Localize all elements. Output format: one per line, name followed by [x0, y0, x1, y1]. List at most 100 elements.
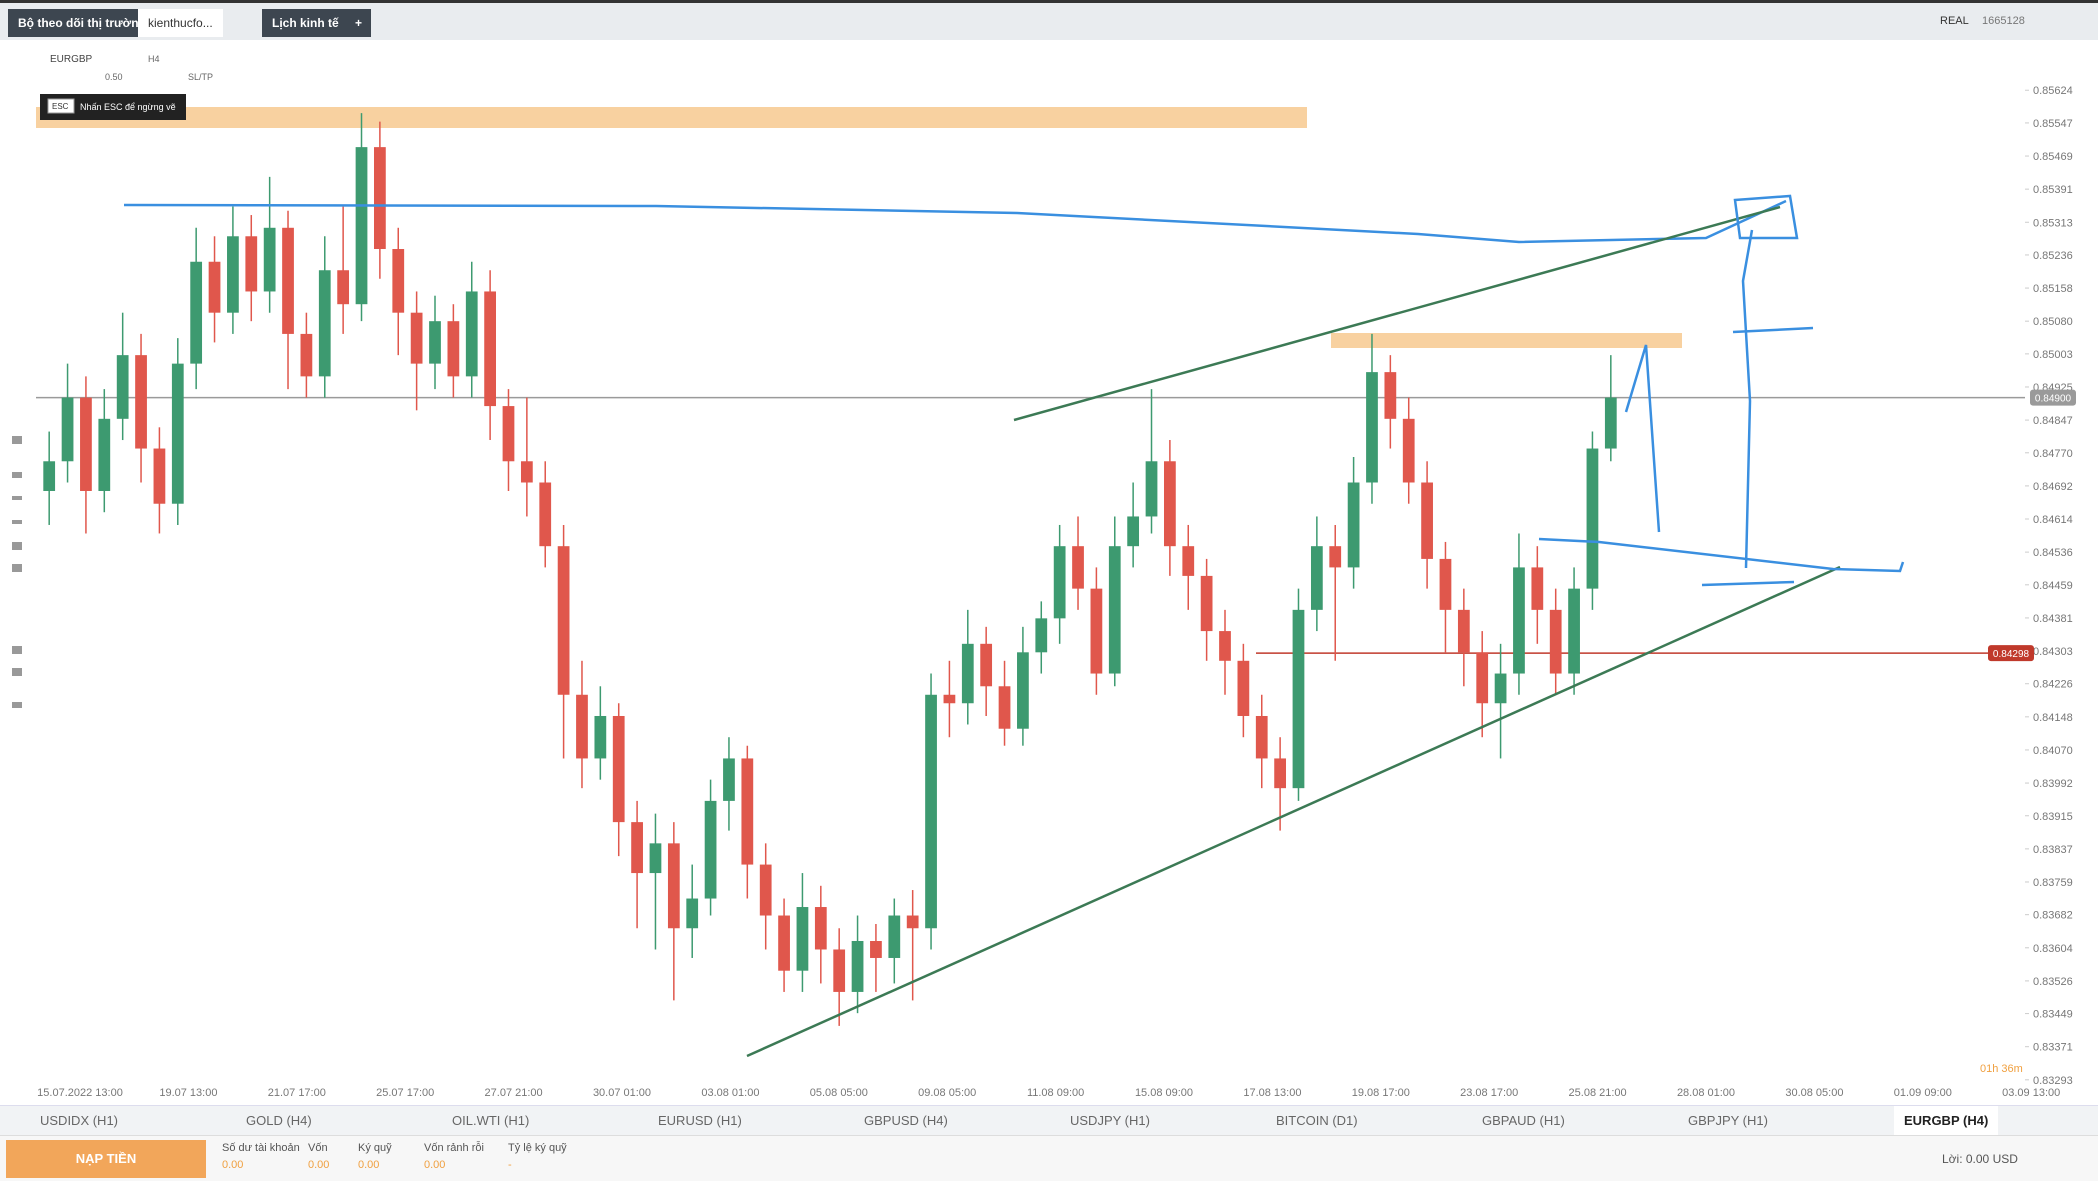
candle-body	[337, 270, 350, 305]
account-field: Tỷ lệ ký quỹ -	[508, 1142, 567, 1171]
instrument-tab[interactable]: GBPAUD (H1)	[1482, 1113, 1565, 1128]
candle-body	[1310, 546, 1323, 610]
instrument-tab[interactable]: USDJPY (H1)	[1070, 1113, 1150, 1128]
field-label: Vốn	[308, 1142, 328, 1154]
candle-body	[1035, 618, 1048, 653]
candle-body	[1439, 558, 1452, 610]
account-field: Ký quỹ 0.00	[358, 1142, 392, 1171]
candle-body	[1274, 758, 1286, 789]
instrument-tab[interactable]: EURUSD (H1)	[658, 1113, 742, 1128]
x-tick-label: 28.08 01:00	[1677, 1087, 1735, 1099]
footer: NẠP TIỀN Số dư tài khoản 0.00 Vốn 0.00 Ký qu…	[0, 1135, 2098, 1181]
candle-body	[135, 355, 147, 449]
candle-body	[1127, 516, 1140, 547]
y-tick-label: 0.85313	[2033, 217, 2073, 229]
candle-body	[465, 291, 478, 377]
instrument-tab[interactable]: USDIDX (H1)	[40, 1113, 119, 1128]
candle-body	[888, 915, 901, 958]
y-tick-label: 0.85469	[2033, 151, 2073, 163]
candle-body	[814, 907, 827, 950]
tab[interactable]: kienthucfo...	[138, 9, 223, 37]
y-tick-label: 0.83526	[2033, 976, 2073, 988]
instrument-tab[interactable]: GBPUSD (H4)	[864, 1113, 948, 1128]
y-tick-label: 0.83759	[2033, 877, 2073, 889]
candle-body	[1457, 609, 1470, 653]
instrument-tab[interactable]: GBPJPY (H1)	[1688, 1113, 1768, 1128]
candle-body	[612, 715, 625, 823]
y-tick-label: 0.83371	[2033, 1042, 2073, 1054]
tab[interactable]: Lịch kinh tế	[262, 9, 349, 37]
trendline	[746, 565, 1841, 1058]
x-tick-label: 17.08 13:00	[1243, 1087, 1301, 1099]
account-type[interactable]: REAL	[1940, 15, 1969, 27]
y-tick-label: 0.84770	[2033, 448, 2073, 460]
key	[47, 98, 75, 114]
candle-body	[208, 261, 221, 313]
candle-body	[1292, 609, 1305, 789]
y-tick-label: 0.84536	[2033, 547, 2073, 559]
candle-body	[1604, 397, 1617, 449]
y-tick-label: 0.83837	[2033, 844, 2073, 856]
candle-body	[1366, 372, 1378, 483]
candle-body	[318, 270, 331, 377]
candle-body	[778, 915, 790, 971]
candle-body	[1145, 461, 1158, 517]
y-tick-label: 0.85158	[2033, 283, 2073, 295]
symbol[interactable]: EURGBP	[50, 54, 93, 65]
tab[interactable]: Bộ theo dõi thị trường	[8, 9, 156, 37]
price-badge	[1988, 645, 2034, 662]
field-label: Tỷ lệ ký quỹ	[508, 1142, 567, 1154]
candle-body	[686, 898, 699, 929]
candle-body	[98, 418, 111, 491]
candle-body	[1549, 609, 1562, 674]
y-tick-label: 0.83449	[2033, 1009, 2073, 1021]
candle-body	[796, 907, 809, 971]
candle-body	[1347, 482, 1360, 568]
instrument-tab[interactable]: GOLD (H4)	[246, 1113, 312, 1128]
sltp[interactable]: SL/TP	[188, 72, 213, 82]
y-tick-label: 0.84070	[2033, 745, 2073, 757]
instrument-tab[interactable]: BITCOIN (D1)	[1276, 1113, 1358, 1128]
candle-body	[392, 249, 405, 313]
candle-body	[851, 940, 864, 992]
countdown: 01h 36m	[1980, 1063, 2023, 1075]
candle-body	[1531, 567, 1544, 610]
candle-body	[153, 448, 166, 504]
y-tick-label: 0.84847	[2033, 415, 2073, 427]
lot[interactable]: 0.50	[105, 72, 123, 82]
candle-body	[1513, 567, 1525, 674]
account-field: Số dư tài khoản 0.00	[222, 1142, 300, 1171]
candle-body	[447, 321, 460, 377]
candle-body	[594, 715, 607, 759]
side-tools	[12, 436, 22, 708]
instrument-tab[interactable]: EURGBP (H4)	[1894, 1106, 1999, 1136]
field-label: Số dư tài khoản	[222, 1142, 300, 1154]
esc-hint: Nhấn ESC để ngừng vẽ	[80, 102, 176, 112]
y-tick-label: 0.85547	[2033, 118, 2073, 130]
candle-body	[1329, 546, 1342, 568]
toolbar: EURGBP H4 0.50 SL/TP ESC Nhấn ESC để ngừ…	[40, 54, 213, 120]
candle-body	[227, 236, 239, 313]
instrument-tab[interactable]: OIL.WTI (H1)	[452, 1113, 530, 1128]
candle-body	[1182, 546, 1195, 576]
candle-body	[1402, 418, 1415, 483]
deposit-button[interactable]: NẠP TIỀN	[6, 1140, 206, 1178]
account-id[interactable]: 1665128	[1982, 15, 2025, 27]
candle-body	[667, 843, 680, 929]
add-tab[interactable]: +	[346, 9, 372, 37]
candle-body	[1108, 546, 1121, 674]
candle-body	[410, 312, 423, 364]
candle-body	[1568, 588, 1580, 674]
candle-body	[759, 864, 772, 916]
x-tick-label: 30.08 05:00	[1785, 1087, 1843, 1099]
y-tick-label: 0.84381	[2033, 613, 2073, 625]
field-value: 0.00	[222, 1159, 244, 1171]
timeframe[interactable]: H4	[148, 54, 160, 64]
candle-body	[539, 482, 552, 547]
moving-average	[123, 199, 1787, 244]
candle-body	[1255, 715, 1268, 759]
candle-body	[723, 758, 735, 801]
candle-body	[1384, 372, 1397, 419]
candle-body	[80, 397, 92, 491]
